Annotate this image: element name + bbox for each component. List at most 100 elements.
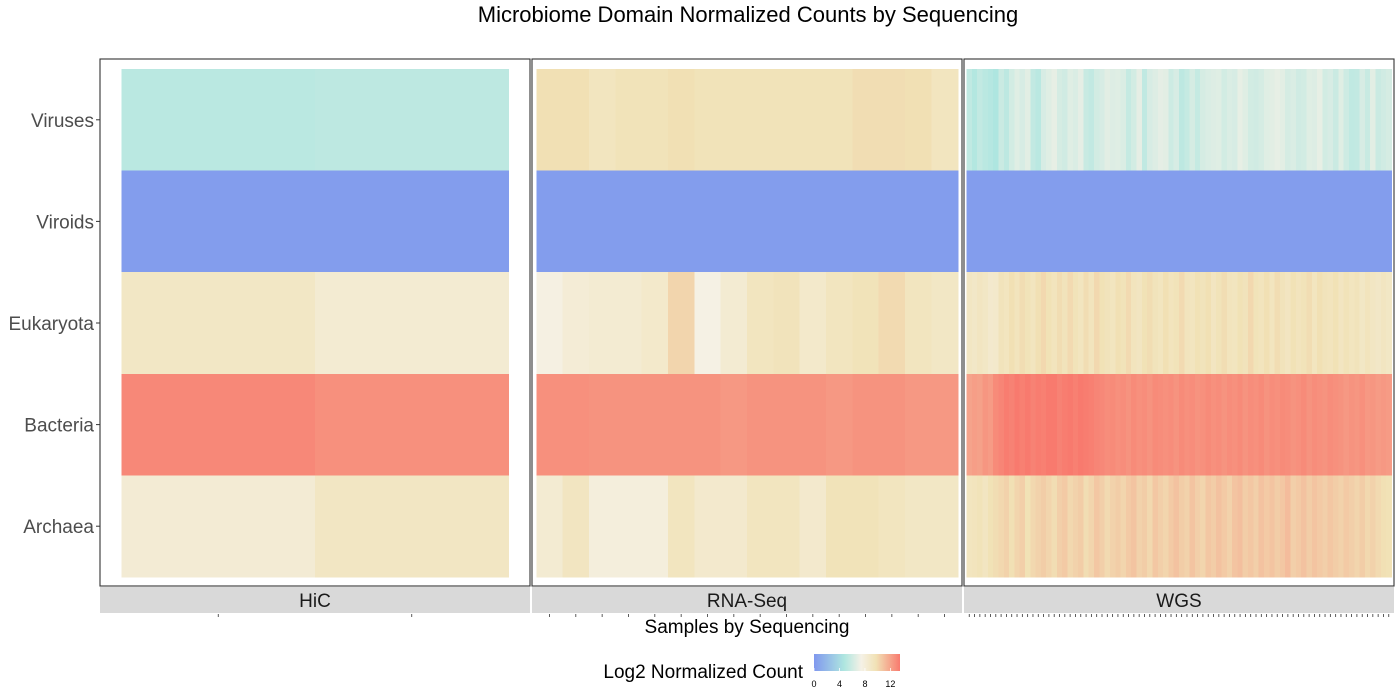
- heatmap-cell: [1131, 69, 1138, 171]
- heatmap-cell: [799, 373, 827, 476]
- heatmap-cell: [1019, 475, 1026, 578]
- heatmap-cell: [1301, 272, 1308, 375]
- heatmap-cell: [1242, 272, 1249, 375]
- heatmap-cell: [1179, 69, 1185, 171]
- heatmap-cell: [1370, 272, 1377, 375]
- heatmap-cell: [1274, 69, 1281, 171]
- heatmap-cell: [1221, 272, 1228, 375]
- heatmap-cell: [1173, 475, 1180, 578]
- heatmap-cell: [1301, 475, 1308, 578]
- heatmap-cell: [1125, 373, 1132, 476]
- heatmap-cell: [1338, 69, 1345, 171]
- heatmap-cell: [1301, 373, 1308, 476]
- heatmap-cell: [667, 69, 695, 171]
- heatmap-cell: [1242, 475, 1249, 578]
- heatmap-cell: [1370, 170, 1377, 273]
- heatmap-cell: [1088, 373, 1095, 476]
- heatmap-cell: [1210, 170, 1217, 273]
- panel-border: [531, 58, 963, 587]
- heatmap-cell: [1269, 373, 1276, 476]
- heatmap-cell: [1157, 170, 1164, 273]
- heatmap-cell: [1104, 170, 1111, 273]
- heatmap-cell: [1003, 69, 1010, 171]
- heatmap-cell: [1141, 69, 1148, 171]
- heatmap-cell: [1364, 69, 1371, 171]
- heatmap-cell: [1014, 170, 1021, 273]
- heatmap-cell: [1311, 272, 1318, 375]
- heatmap-cell: [1056, 272, 1063, 375]
- heatmap-cell: [1221, 475, 1228, 578]
- heatmap-cell: [1380, 373, 1387, 476]
- heatmap-cell: [747, 373, 774, 476]
- heatmap-cell: [315, 272, 510, 375]
- heatmap-cell: [773, 272, 801, 375]
- heatmap-cell: [1274, 272, 1281, 375]
- heatmap-cell: [773, 373, 801, 476]
- heatmap-cell: [667, 170, 695, 273]
- heatmap-cell: [1221, 170, 1228, 273]
- heatmap-cell: [1317, 272, 1323, 375]
- heatmap-cell: [1168, 475, 1175, 578]
- heatmap-cell: [1094, 475, 1100, 578]
- heatmap-cell: [1051, 69, 1058, 171]
- heatmap-cell: [1157, 373, 1164, 476]
- heatmap-cell: [1386, 272, 1393, 375]
- heatmap-cell: [1343, 373, 1350, 476]
- heatmap-cell: [1062, 69, 1069, 171]
- heatmap-cell: [1014, 69, 1021, 171]
- heatmap-cell: [1322, 69, 1329, 171]
- heatmap-cell: [1295, 170, 1302, 273]
- heatmap-cell: [1094, 373, 1100, 476]
- legend-tick-label: 4: [837, 679, 842, 689]
- heatmap-cell: [977, 373, 984, 476]
- heatmap-cell: [1189, 475, 1196, 578]
- heatmap-cell: [121, 170, 316, 273]
- heatmap-cell: [1157, 272, 1164, 375]
- heatmap-cell: [1152, 373, 1159, 476]
- heatmap-cell: [1327, 475, 1334, 578]
- heatmap-cell: [1348, 373, 1355, 476]
- heatmap-cell: [1035, 373, 1042, 476]
- heatmap-cell: [1248, 272, 1254, 375]
- heatmap-cell: [1030, 69, 1037, 171]
- heatmap-cell: [1226, 475, 1233, 578]
- heatmap-cell: [1094, 272, 1100, 375]
- heatmap-cell: [1327, 373, 1334, 476]
- strip-background: [964, 587, 1394, 613]
- heatmap-cell: [1078, 170, 1085, 273]
- legend: Log2 Normalized Count 0 4 8 12: [603, 654, 900, 689]
- heatmap-cell: [1157, 69, 1164, 171]
- heatmap-cell: [1109, 475, 1116, 578]
- heatmap-cell: [1258, 69, 1265, 171]
- heatmap-cell: [1067, 373, 1074, 476]
- heatmap-cell: [1147, 373, 1154, 476]
- heatmap-cell: [971, 475, 978, 578]
- heatmap-cell: [982, 373, 989, 476]
- heatmap-cell: [1115, 69, 1122, 171]
- facet-panel-hic: HiC: [99, 58, 531, 617]
- heatmap-cell: [1285, 373, 1292, 476]
- heatmap-cell: [1311, 475, 1318, 578]
- strip-background: [532, 587, 962, 613]
- heatmap-cell: [1237, 69, 1244, 171]
- heatmap-cell: [1194, 272, 1201, 375]
- heatmap-cell: [1099, 170, 1106, 273]
- heatmap-cell: [1205, 475, 1212, 578]
- heatmap-cell: [1311, 69, 1318, 171]
- heatmap-cell: [1099, 373, 1106, 476]
- heatmap-cell: [1348, 170, 1355, 273]
- heatmap-cell: [1295, 69, 1302, 171]
- heatmap-cell: [1088, 170, 1095, 273]
- heatmap-cell: [1364, 373, 1371, 476]
- heatmap-cell: [1333, 69, 1339, 171]
- heatmap-cell: [641, 272, 669, 375]
- heatmap-cell: [1163, 69, 1169, 171]
- heatmap-cell: [1248, 170, 1254, 273]
- heatmap-cell: [905, 170, 932, 273]
- heatmap-cell: [1168, 69, 1175, 171]
- heatmap-cell: [1317, 373, 1323, 476]
- heatmap-cell: [1014, 272, 1021, 375]
- heatmap-cell: [971, 272, 978, 375]
- heatmap-cell: [1115, 272, 1122, 375]
- strip-label: RNA-Seq: [707, 591, 787, 612]
